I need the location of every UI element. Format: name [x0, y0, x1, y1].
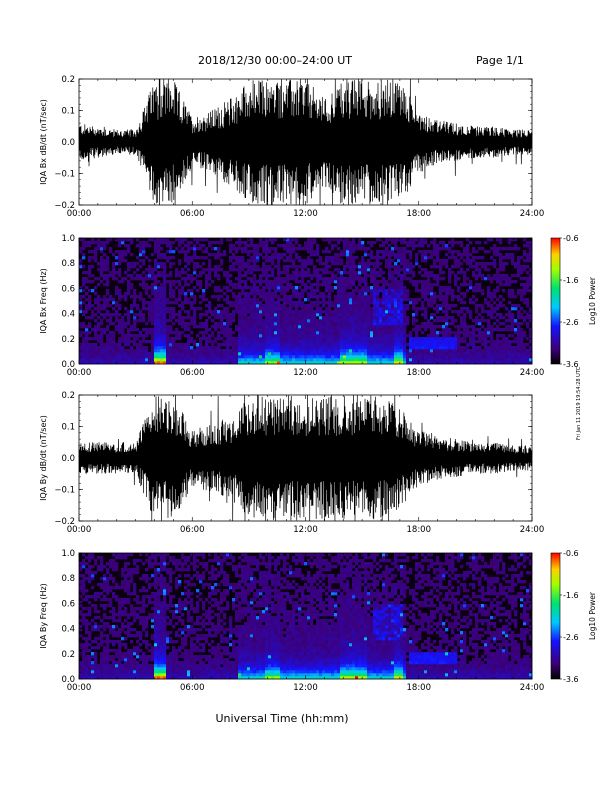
colorbar-tick-label: -3.6: [563, 360, 579, 369]
colorbar-label: Log10 Power: [588, 276, 597, 325]
x-tick-label: 06:00: [180, 683, 205, 693]
panel-1: 00:00 06:00 12:00 18:00 24:00 0.2 0.1 0.0 −0.1 −0…: [39, 75, 544, 219]
y-tick-label: 0.8: [61, 574, 75, 584]
y-tick-label: 0.1: [61, 423, 75, 433]
x-tick-label: 18:00: [407, 368, 432, 378]
panel-3: 00:00 06:00 12:00 18:00 24:00 0.2 0.1 0.0 −0.1 −0…: [39, 391, 544, 535]
y-axis-label: IQA By dB/dt (nT/sec): [39, 415, 48, 501]
colorbar-tick-label: -2.6: [563, 633, 579, 642]
trace-line: [78, 394, 533, 522]
y-tick-label: −0.1: [54, 170, 75, 180]
panels: 00:00 06:00 12:00 18:00 24:00 0.2 0.1 0.0 −0.1 −0…: [39, 75, 597, 693]
x-tick-label: 00:00: [67, 368, 92, 378]
y-tick-label: 1.0: [61, 234, 75, 244]
y-tick-label: 0.0: [61, 675, 75, 685]
side-note: Fri Jan 11 2019 19:54:28 UTC: [576, 366, 582, 440]
x-tick-label: 24:00: [520, 368, 545, 378]
y-tick-label: 0.0: [61, 138, 75, 148]
x-tick-label: 00:00: [67, 683, 92, 693]
colorbar: [550, 552, 561, 680]
y-tick-label: 0.1: [61, 107, 75, 117]
x-tick-label: 12:00: [293, 683, 318, 693]
page-number: Page 1/1: [476, 54, 524, 67]
y-tick-label: 0.2: [61, 335, 75, 345]
spectrogram-cells: [79, 553, 533, 680]
y-tick-label: 1.0: [61, 549, 75, 559]
x-tick-label: 24:00: [520, 683, 545, 693]
colorbar-tick-label: -0.6: [563, 234, 579, 243]
colorbar-tick-label: -1.6: [563, 591, 579, 600]
x-tick-label: 12:00: [293, 525, 318, 535]
x-tick-label: 24:00: [520, 209, 545, 219]
y-tick-label: −0.2: [54, 201, 75, 211]
x-axis-title: Universal Time (hh:mm): [216, 712, 349, 725]
y-tick-label: 0.6: [61, 284, 75, 294]
colorbar-tick-label: -3.6: [563, 675, 579, 684]
y-axis-label: IQA Bx dB/dt (nT/sec): [39, 99, 48, 185]
y-tick-label: 0.6: [61, 599, 75, 609]
panel-2: -0.6 -1.6 -2.6 -3.6 Log10 Power 00:00 06:00 12:…: [39, 234, 597, 378]
y-axis-label: IQA By Freq (Hz): [39, 583, 48, 649]
y-tick-label: 0.2: [61, 650, 75, 660]
colorbar-tick-label: -1.6: [563, 276, 579, 285]
y-tick-label: 0.2: [61, 391, 75, 401]
x-tick-label: 00:00: [67, 209, 92, 219]
colorbar-tick-label: -2.6: [563, 318, 579, 327]
colorbar-tick-label: -0.6: [563, 549, 579, 558]
x-tick-label: 06:00: [180, 209, 205, 219]
x-tick-label: 06:00: [180, 525, 205, 535]
page-title: 2018/12/30 00:00–24:00 UT: [198, 54, 352, 67]
y-tick-label: 0.4: [61, 310, 75, 320]
x-tick-label: 00:00: [67, 525, 92, 535]
y-tick-label: 0.8: [61, 259, 75, 269]
colorbar-label: Log10 Power: [588, 591, 597, 640]
y-tick-label: −0.1: [54, 486, 75, 496]
y-tick-label: 0.2: [61, 75, 75, 85]
trace-line: [78, 78, 533, 206]
x-tick-label: 12:00: [293, 209, 318, 219]
y-tick-label: 0.0: [61, 454, 75, 464]
x-tick-label: 06:00: [180, 368, 205, 378]
x-tick-label: 24:00: [520, 525, 545, 535]
x-tick-label: 18:00: [407, 683, 432, 693]
y-tick-label: 0.4: [61, 625, 75, 635]
colorbar: [550, 237, 561, 365]
y-tick-label: −0.2: [54, 517, 75, 527]
x-tick-label: 12:00: [293, 368, 318, 378]
spectrogram-cells: [79, 238, 533, 365]
x-tick-label: 18:00: [407, 525, 432, 535]
panel-4: -0.6 -1.6 -2.6 -3.6 Log10 Power 00:00 06:00 12:…: [39, 549, 597, 693]
y-tick-label: 0.0: [61, 360, 75, 370]
y-axis-label: IQA Bx Freq (Hz): [39, 268, 48, 334]
x-tick-label: 18:00: [407, 209, 432, 219]
